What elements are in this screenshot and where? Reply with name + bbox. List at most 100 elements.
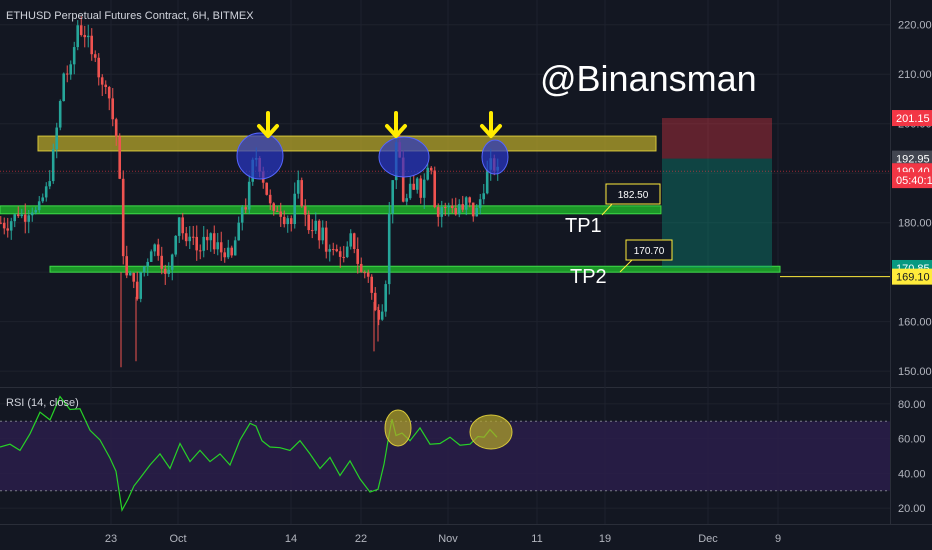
candle[interactable] <box>244 198 247 214</box>
candle[interactable] <box>443 202 447 216</box>
candle[interactable] <box>16 206 20 218</box>
candle[interactable] <box>181 212 184 240</box>
resistance-zone[interactable] <box>37 135 657 152</box>
candle[interactable] <box>296 170 300 199</box>
candle[interactable] <box>454 197 457 216</box>
candle[interactable] <box>205 229 209 251</box>
candle[interactable] <box>307 210 310 234</box>
candle[interactable] <box>359 257 363 273</box>
resistance-touch-ellipse[interactable] <box>378 136 430 178</box>
candle[interactable] <box>62 72 65 102</box>
candle[interactable] <box>191 225 195 245</box>
candle[interactable] <box>174 235 177 257</box>
candle[interactable] <box>429 166 433 175</box>
candle[interactable] <box>384 280 387 317</box>
candle[interactable] <box>188 226 191 250</box>
candle[interactable] <box>107 85 111 111</box>
candle[interactable] <box>44 182 48 202</box>
candle[interactable] <box>436 203 440 227</box>
candle[interactable] <box>468 196 471 208</box>
candle[interactable] <box>111 88 114 127</box>
candle[interactable] <box>342 245 345 263</box>
candle[interactable] <box>212 225 216 254</box>
candle[interactable] <box>279 202 282 227</box>
candle[interactable] <box>300 177 303 208</box>
candle[interactable] <box>293 182 296 229</box>
candle[interactable] <box>142 265 146 277</box>
candle[interactable] <box>121 170 125 265</box>
candle[interactable] <box>464 196 468 216</box>
candle[interactable] <box>160 246 163 275</box>
candle[interactable] <box>167 262 170 278</box>
candle[interactable] <box>97 53 100 86</box>
candle[interactable] <box>461 195 464 213</box>
candle[interactable] <box>72 41 76 75</box>
candle[interactable] <box>275 206 279 212</box>
candle[interactable] <box>55 122 58 159</box>
candle[interactable] <box>366 269 370 283</box>
candle[interactable] <box>310 219 314 239</box>
candle[interactable] <box>289 215 293 232</box>
support-zone-tp2[interactable] <box>49 265 781 273</box>
candle[interactable] <box>219 231 223 261</box>
candle[interactable] <box>139 271 142 303</box>
candle[interactable] <box>433 166 436 209</box>
candle[interactable] <box>30 207 34 222</box>
candle[interactable] <box>475 204 478 217</box>
candle[interactable] <box>391 180 394 224</box>
candle[interactable] <box>100 74 104 96</box>
candle[interactable] <box>240 205 244 231</box>
candle[interactable] <box>13 213 16 228</box>
tp2-callout[interactable]: 170.70 <box>619 239 673 273</box>
price-axis[interactable]: 220.00210.00200.00190.00180.00170.00160.… <box>898 20 932 378</box>
candle[interactable] <box>345 241 349 259</box>
candle[interactable] <box>370 274 373 300</box>
candle[interactable] <box>447 202 450 217</box>
candle[interactable] <box>328 244 331 262</box>
candle[interactable] <box>352 232 356 254</box>
candle[interactable] <box>34 206 37 215</box>
candle[interactable] <box>118 133 121 180</box>
candle[interactable] <box>69 60 72 80</box>
candle[interactable] <box>422 173 426 210</box>
candle[interactable] <box>356 237 359 274</box>
candle[interactable] <box>226 239 230 260</box>
candle[interactable] <box>335 244 338 253</box>
candle[interactable] <box>170 253 174 281</box>
candles-group[interactable] <box>0 16 499 368</box>
candle[interactable] <box>41 193 44 204</box>
drawings-group[interactable] <box>0 111 890 278</box>
tp1-label[interactable]: TP1 <box>565 215 602 237</box>
time-axis[interactable]: 23 Oct 14 22 Nov 11 19 Dec 9 <box>105 533 781 545</box>
candle[interactable] <box>237 216 240 241</box>
candle[interactable] <box>156 238 160 261</box>
candle[interactable] <box>303 199 307 227</box>
candle[interactable] <box>216 232 219 256</box>
candle[interactable] <box>104 80 107 94</box>
candle[interactable] <box>20 208 23 219</box>
candle[interactable] <box>163 264 167 285</box>
candle[interactable] <box>79 16 83 37</box>
candle[interactable] <box>202 226 205 258</box>
candle[interactable] <box>282 210 286 228</box>
candle[interactable] <box>223 247 226 263</box>
tp2-label[interactable]: TP2 <box>570 266 607 288</box>
candle[interactable] <box>408 176 412 200</box>
candle[interactable] <box>37 196 41 213</box>
stop-loss-area[interactable] <box>662 118 772 159</box>
candle[interactable] <box>83 25 86 48</box>
candle[interactable] <box>314 212 317 235</box>
candle[interactable] <box>317 219 321 249</box>
candle[interactable] <box>405 193 408 206</box>
candle[interactable] <box>65 65 69 83</box>
candle[interactable] <box>338 246 342 268</box>
candle[interactable] <box>387 202 391 295</box>
candle[interactable] <box>324 220 328 259</box>
candle[interactable] <box>478 193 482 215</box>
candle[interactable] <box>415 177 419 194</box>
candle[interactable] <box>331 242 335 256</box>
resistance-touch-ellipse[interactable] <box>236 132 284 180</box>
candle[interactable] <box>426 163 429 181</box>
candle[interactable] <box>349 229 352 250</box>
